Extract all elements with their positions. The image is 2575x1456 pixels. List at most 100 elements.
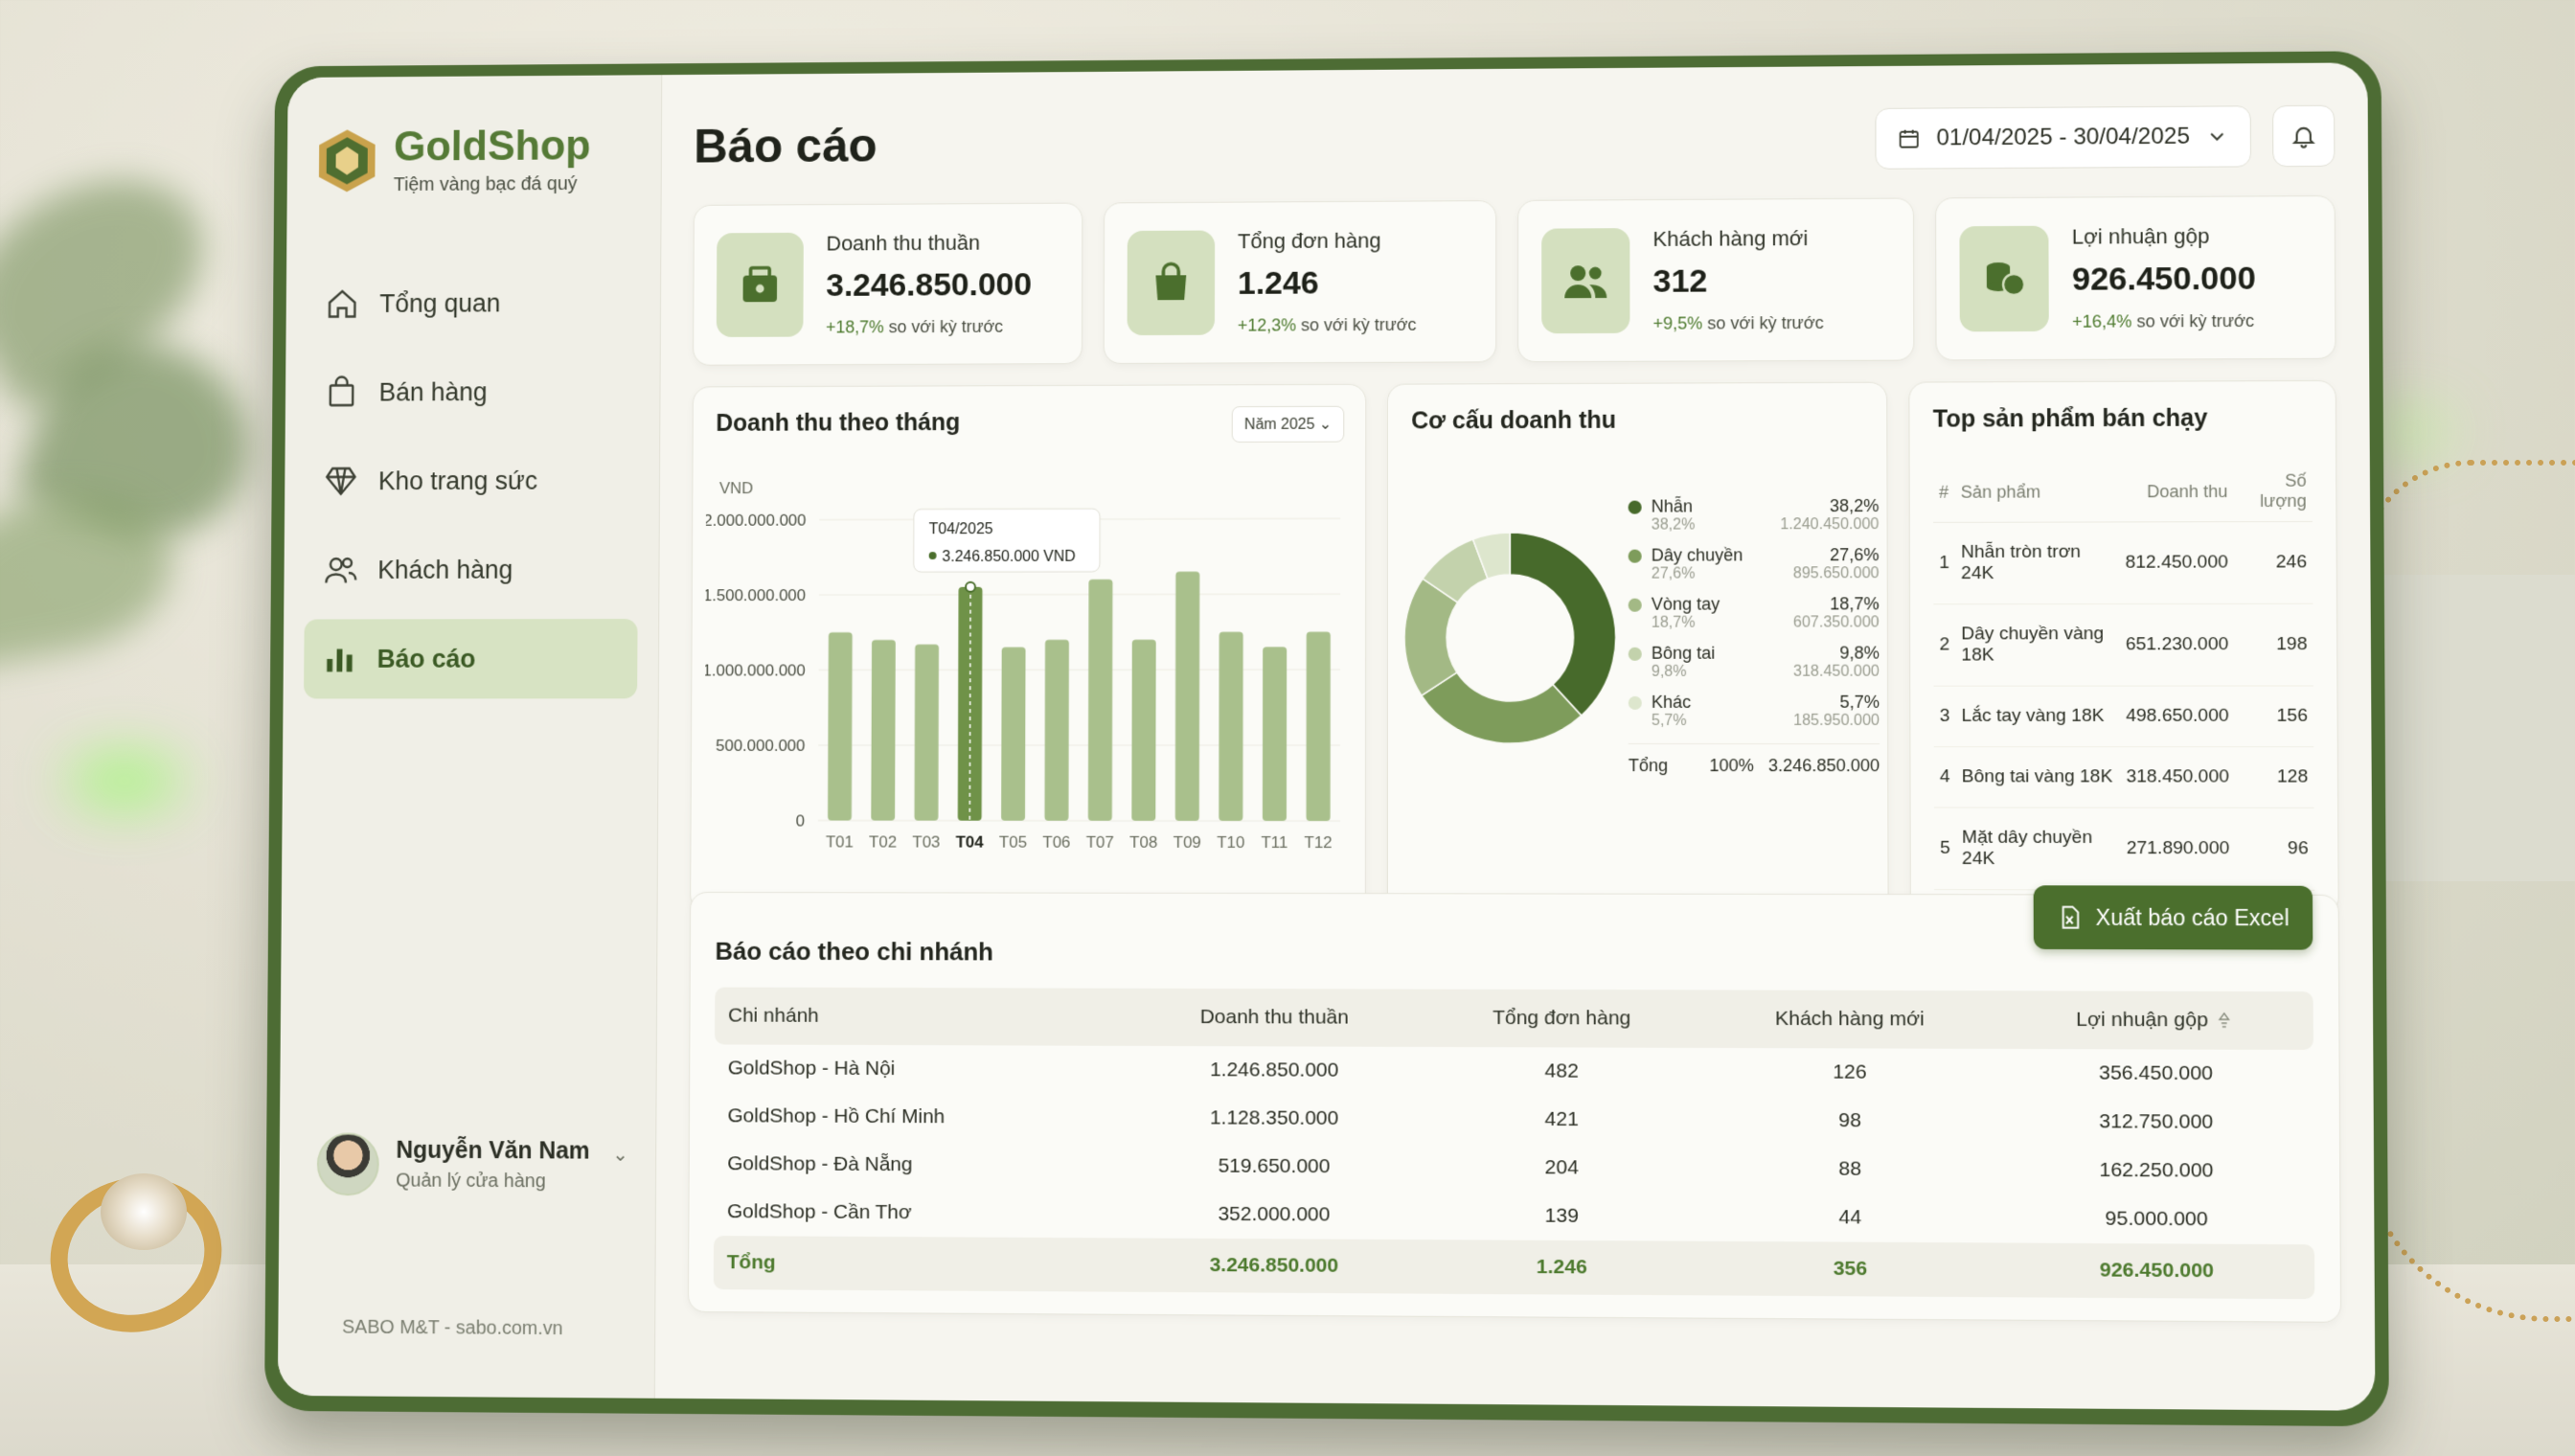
column-header[interactable]: Khách hàng mới bbox=[1700, 990, 1999, 1049]
notification-button[interactable] bbox=[2272, 104, 2336, 168]
legend-dot bbox=[1628, 695, 1642, 710]
column-header[interactable]: Doanh thu thuần bbox=[1126, 988, 1423, 1047]
brand-logo[interactable]: GoldShop Tiệm vàng bạc đá quý bbox=[317, 123, 641, 197]
sidebar-item-tong-quan[interactable]: Tổng quan bbox=[307, 262, 640, 343]
table-cell: Mặt dây chuyền 24K bbox=[1955, 808, 2121, 890]
table-row[interactable]: GoldShop - Cần Thơ 352.000.000 139 44 95.000… bbox=[714, 1188, 2314, 1244]
table-row[interactable]: 5 Mặt dây chuyền 24K 271.890.000 96 bbox=[1933, 808, 2315, 891]
sidebar-item-label: Tổng quan bbox=[379, 288, 501, 318]
kpi-value: 312 bbox=[1652, 262, 1708, 300]
kpi-card-loi-nhuan[interactable]: Lợi nhuận gộp 926.450.000 +16,4% so với … bbox=[1935, 194, 2336, 361]
x-tick-label: T10 bbox=[1217, 833, 1244, 852]
table-cell: 1.246.850.000 bbox=[1209, 1058, 1339, 1081]
shopping-bag-icon bbox=[325, 375, 358, 410]
year-select[interactable]: Năm 2025 ⌄ bbox=[1232, 405, 1345, 443]
user-name: Nguyễn Văn Nam bbox=[396, 1136, 590, 1165]
grid-line bbox=[819, 594, 1340, 595]
table-cell: 2 bbox=[1933, 603, 1956, 687]
table-cell: Tổng bbox=[713, 1236, 1127, 1292]
table-cell: 156 bbox=[2234, 685, 2314, 747]
kpi-label: Khách hàng mới bbox=[1652, 226, 1809, 251]
legend-sub-pct: 18,7% bbox=[1651, 614, 1696, 631]
tooltip-dot bbox=[928, 552, 937, 560]
hexagon-logo-icon bbox=[317, 127, 377, 193]
kpi-card-don-hang[interactable]: Tổng đơn hàng 1.246 +12,3% so với kỳ trư… bbox=[1103, 200, 1497, 364]
kpi-card-khach-hang[interactable]: Khách hàng mới 312 +9,5% so với kỳ trước bbox=[1517, 197, 1915, 363]
table-row[interactable]: 3 Lắc tay vàng 18K 498.650.000 156 bbox=[1933, 685, 2314, 747]
table-cell: 98 bbox=[1838, 1109, 1861, 1132]
kpi-label: Tổng đơn hàng bbox=[1237, 228, 1381, 254]
sidebar-item-kho-trang-suc[interactable]: Kho trang sức bbox=[305, 441, 638, 521]
table-row[interactable]: GoldShop - Hồ Chí Minh 1.128.350.000 421 98… bbox=[715, 1092, 2314, 1147]
calendar-icon bbox=[1898, 127, 1921, 150]
kpi-card-doanh-thu[interactable]: Doanh thu thuần 3.246.850.000 +18,7% so … bbox=[693, 202, 1083, 366]
kpi-change: +9,5% so với kỳ trước bbox=[1652, 313, 1823, 334]
table-row[interactable]: 1 Nhẫn tròn trơn 24K 812.450.000 246 bbox=[1933, 521, 2313, 604]
column-header: Số lượng bbox=[2233, 461, 2313, 522]
column-header: Sản phẩm bbox=[1954, 462, 2120, 523]
date-range-picker[interactable]: 01/04/2025 - 30/04/2025 bbox=[1875, 105, 2252, 170]
bar-T02 bbox=[871, 639, 896, 821]
bar-T09 bbox=[1174, 571, 1200, 821]
sidebar-item-bao-cao[interactable]: Báo cáo bbox=[304, 619, 638, 699]
sidebar-item-label: Kho trang sức bbox=[377, 466, 538, 495]
table-cell: 356.450.000 bbox=[2098, 1061, 2214, 1085]
bar-T12 bbox=[1305, 631, 1332, 821]
table-cell: 271.890.000 bbox=[2120, 808, 2236, 891]
legend-dot bbox=[1628, 598, 1642, 612]
table-row[interactable]: 2 Dây chuyền vàng 18K 651.230.000 198 bbox=[1933, 603, 2313, 687]
table-cell: 312.750.000 bbox=[2099, 1110, 2214, 1133]
user-role: Quản lý cửa hàng bbox=[396, 1170, 546, 1193]
legend-name: Bông tai bbox=[1651, 643, 1716, 663]
table-cell: 1.246 bbox=[1422, 1240, 1702, 1296]
table-cell: 128 bbox=[2234, 746, 2314, 808]
kpi-change: +12,3% so với kỳ trước bbox=[1238, 315, 1417, 336]
legend-sub-pct: 9,8% bbox=[1651, 663, 1687, 680]
table-row[interactable]: GoldShop - Hà Nội 1.246.850.000 482 126 356.… bbox=[715, 1044, 2313, 1098]
x-tick-label: T02 bbox=[869, 832, 897, 851]
y-tick-label: 500.000.000 bbox=[716, 737, 805, 755]
total-row[interactable]: Tổng 3.246.850.000 1.246 356 926.450.000 bbox=[713, 1236, 2315, 1300]
legend-pct: 38,2% bbox=[1829, 495, 1880, 516]
user-profile[interactable]: Nguyễn Văn Nam Quản lý cửa hàng ⌄ bbox=[316, 1132, 629, 1196]
legend-pct: 5,7% bbox=[1839, 692, 1880, 712]
legend-dot bbox=[1628, 500, 1642, 514]
table-row[interactable]: GoldShop - Đà Nẵng 519.650.000 204 88 162.25… bbox=[714, 1140, 2313, 1195]
legend-label: Nhẫn bbox=[1628, 496, 1781, 516]
legend-total-cell: 3.246.850.000 bbox=[1767, 756, 1880, 776]
bag-icon bbox=[1127, 230, 1216, 336]
page-title: Báo cáo bbox=[694, 118, 877, 173]
table-cell: 198 bbox=[2234, 603, 2313, 687]
legend-label: Bông tai bbox=[1628, 643, 1793, 664]
bar-T03 bbox=[914, 644, 940, 821]
coins-icon bbox=[1959, 225, 2049, 332]
column-header-label: Lợi nhuận gộp bbox=[2076, 1008, 2209, 1032]
top-products-card: Top sản phẩm bán chạy # Sản phẩm Doanh t… bbox=[1908, 379, 2339, 916]
table-cell: 482 bbox=[1544, 1059, 1579, 1082]
x-tick-label: T05 bbox=[999, 833, 1027, 852]
brand-name: GoldShop bbox=[393, 122, 591, 171]
column-header[interactable]: Lợi nhuận gộp bbox=[1998, 990, 2313, 1051]
bar-T05 bbox=[1001, 647, 1026, 821]
sidebar: GoldShop Tiệm vàng bạc đá quý Tổng quan … bbox=[277, 75, 663, 1399]
sidebar-item-ban-hang[interactable]: Bán hàng bbox=[306, 352, 639, 432]
column-header[interactable]: Tổng đơn hàng bbox=[1422, 989, 1701, 1048]
chevron-down-icon[interactable]: ⌄ bbox=[612, 1144, 629, 1166]
donut-slice-Khác bbox=[1473, 533, 1511, 579]
sidebar-item-khach-hang[interactable]: Khách hàng bbox=[305, 530, 638, 610]
legend-item: Dây chuyền 27,6% 27,6% 895.650.000 bbox=[1628, 545, 1880, 583]
column-header[interactable]: Chi nhánh bbox=[715, 987, 1127, 1046]
kpi-value: 3.246.850.000 bbox=[826, 266, 1033, 304]
sidebar-item-label: Khách hàng bbox=[377, 555, 513, 584]
legend-label: Vòng tay bbox=[1628, 594, 1793, 614]
bar-chart-svg: VND 0 500.000.000 1.000.000.000 1.500.000.00… bbox=[703, 479, 1352, 852]
legend-name: Dây chuyền bbox=[1651, 545, 1743, 565]
table-cell: 139 bbox=[1544, 1204, 1579, 1227]
x-tick-label: T06 bbox=[1042, 833, 1070, 852]
chevron-down-icon bbox=[2205, 125, 2228, 148]
export-excel-button[interactable]: Xuất báo cáo Excel bbox=[2033, 885, 2313, 950]
grid-line bbox=[818, 821, 1340, 822]
table-row[interactable]: 4 Bông tai vàng 18K 318.450.000 128 bbox=[1933, 746, 2314, 808]
table-cell: 519.650.000 bbox=[1218, 1154, 1331, 1178]
sort-icon[interactable] bbox=[2214, 1011, 2236, 1032]
